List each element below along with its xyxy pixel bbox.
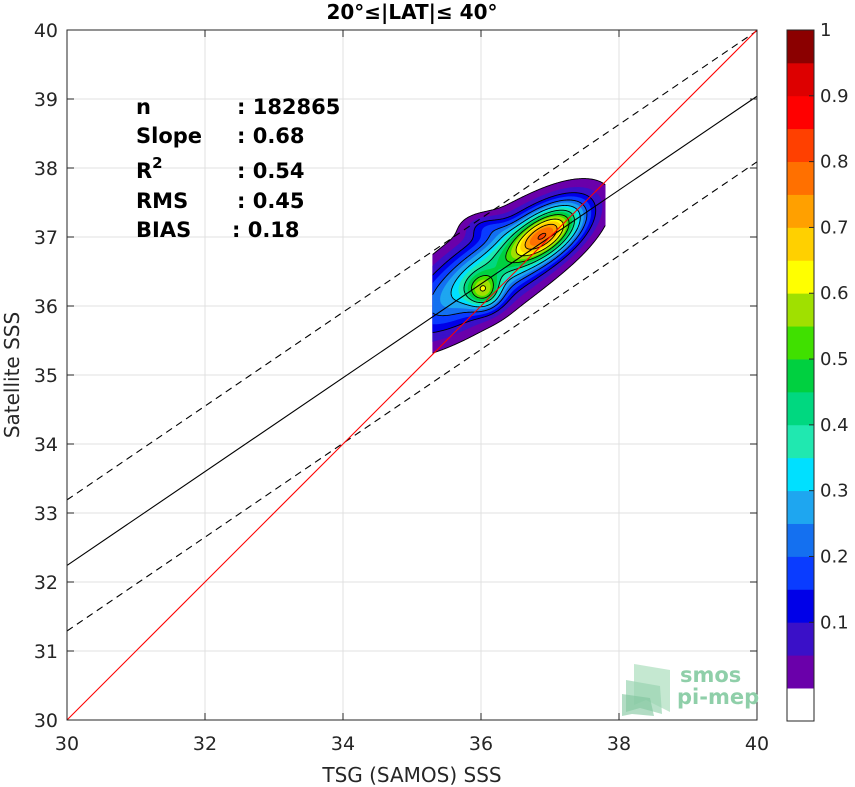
stat-r2-label: R2 (136, 154, 163, 183)
y-tick-label-10: 40 (34, 20, 58, 42)
y-tick-label-0: 30 (34, 710, 58, 732)
x-tick-label-4: 38 (607, 733, 631, 755)
stat-rms-label: RMS (136, 189, 188, 213)
y-tick-label-2: 32 (34, 572, 58, 594)
colorbar-swatch-7 (787, 457, 814, 492)
y-tick-label-7: 37 (34, 227, 58, 249)
colorbar-tick-label-3: 0.4 (820, 415, 849, 436)
colorbar-swatch-9 (787, 391, 814, 426)
stat-n-value: : 182865 (237, 95, 340, 119)
y-tick-label-6: 36 (34, 296, 58, 318)
fit-upper-band-line (66, 30, 758, 501)
colorbar-swatch-5 (787, 523, 814, 557)
y-axis-label: Satellite SSS (0, 312, 24, 438)
contour-line-7 (450, 205, 581, 308)
logo-line-2: pi-mep (677, 685, 759, 709)
colorbar-swatch-14 (787, 227, 814, 261)
colorbar-tick-label-2: 0.3 (820, 481, 849, 502)
y-tick-label-8: 38 (34, 158, 58, 180)
stat-slope-value: : 0.68 (237, 124, 305, 148)
colorbar-frame (786, 29, 815, 722)
colorbar-swatch-4 (787, 556, 814, 590)
colorbar-swatch-13 (787, 260, 814, 294)
colorbar-swatch-1 (787, 655, 814, 689)
contour-line-15 (524, 223, 558, 250)
chart-title: 20°≤|LAT|≤ 40° (326, 0, 497, 24)
colorbar-swatch-6 (787, 490, 814, 524)
stats-block: n : 182865 Slope : 0.68 R2 : 0.54 RMS : … (136, 95, 340, 242)
colorbar-swatch-3 (787, 589, 814, 623)
density-contours (432, 178, 606, 354)
colorbar-tick-label-9: 1 (820, 20, 831, 41)
stat-r2-superscript: 2 (152, 154, 162, 172)
x-tick-label-5: 40 (745, 733, 769, 755)
stat-bias-value: : 0.18 (232, 218, 300, 242)
axis-ticks: 30 32 34 36 38 40 30 31 32 33 34 35 36 37 38 39 40 (34, 20, 769, 755)
colorbar: 0.1 0.2 0.3 0.4 0.5 0.6 0.7 0.8 0.9 1 (786, 20, 849, 722)
x-tick-label-2: 34 (331, 733, 355, 755)
regression-lines (66, 29, 758, 721)
stat-r2-value: : 0.54 (237, 159, 305, 183)
colorbar-tick-label-0: 0.1 (820, 612, 849, 633)
colorbar-swatch-12 (787, 293, 814, 327)
colorbar-swatch-16 (787, 161, 814, 195)
colorbar-tick-label-7: 0.8 (820, 152, 849, 173)
contour-line-17 (537, 232, 547, 240)
colorbar-tick-label-8: 0.9 (820, 86, 849, 107)
smos-pimep-logo: smos pi-mep (622, 663, 759, 716)
colorbar-swatch-11 (787, 326, 814, 360)
x-tick-label-1: 32 (193, 733, 217, 755)
colorbar-swatch-17 (787, 128, 814, 163)
colorbar-swatch-20 (787, 30, 814, 64)
colorbar-swatch-18 (787, 95, 814, 130)
x-tick-label-0: 30 (55, 733, 79, 755)
stat-rms-value: : 0.45 (237, 189, 305, 213)
colorbar-swatch-10 (787, 359, 814, 393)
y-tick-label-9: 39 (34, 89, 58, 111)
colorbar-tick-label-5: 0.6 (820, 283, 849, 304)
contour-line-1 (432, 178, 606, 354)
contour-line-3 (432, 192, 597, 333)
stat-r2-letter: R (136, 159, 152, 183)
fit-line (66, 95, 758, 566)
y-tick-label-1: 31 (34, 641, 58, 663)
colorbar-swatch-2 (787, 622, 814, 656)
colorbar-swatch-0 (787, 688, 814, 722)
colorbar-swatch-8 (787, 424, 814, 459)
x-axis-label: TSG (SAMOS) SSS (321, 763, 501, 787)
colorbar-tick-label-6: 0.7 (820, 217, 849, 238)
colorbar-swatch-15 (787, 194, 814, 228)
logo-line-1: smos (680, 663, 741, 687)
colorbar-swatch-19 (787, 62, 814, 97)
contour-line-5 (432, 199, 588, 317)
stat-slope-label: Slope (136, 124, 202, 148)
x-tick-label-3: 36 (469, 733, 493, 755)
y-tick-label-4: 34 (34, 434, 58, 456)
stat-bias-label: BIAS (136, 218, 191, 242)
colorbar-tick-label-4: 0.5 (820, 349, 849, 370)
stat-n-label: n (136, 95, 151, 119)
y-tick-label-5: 35 (34, 365, 58, 387)
identity-line (66, 29, 758, 721)
contour-line-9 (463, 209, 575, 304)
colorbar-tick-label-1: 0.2 (820, 546, 849, 567)
logo-emblem-icon (622, 664, 670, 716)
y-tick-label-3: 33 (34, 503, 58, 525)
